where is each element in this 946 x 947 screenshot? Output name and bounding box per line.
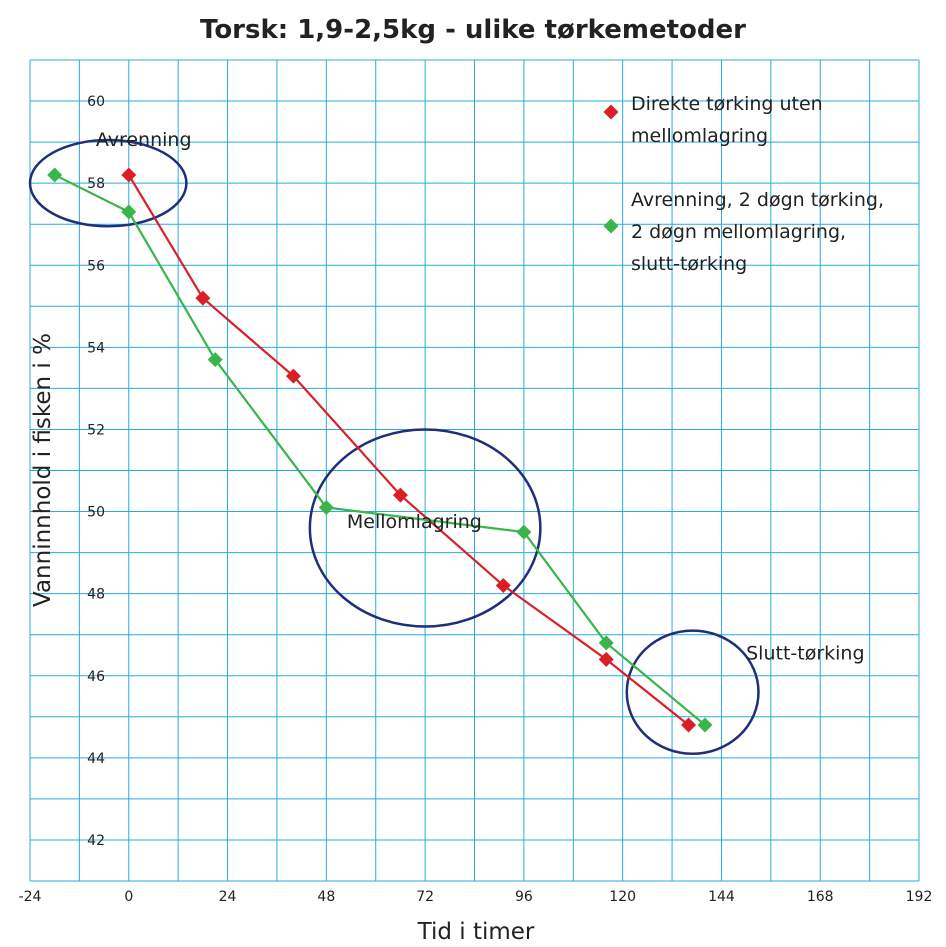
legend-label-2: Avrenning, 2 døgn tørking, 2 døgn melloml… — [631, 189, 884, 275]
annotations: Avrenning Mellomlagring Slutt-tørking — [96, 129, 865, 664]
x-tick-label: 120 — [609, 889, 636, 905]
series-points — [47, 167, 713, 733]
y-tick-label: 56 — [87, 258, 105, 274]
data-point-series-2 — [47, 167, 63, 183]
data-point-series-1 — [285, 368, 301, 384]
data-point-series-1 — [121, 167, 137, 183]
data-point-series-1 — [495, 577, 511, 593]
y-tick-label: 50 — [87, 505, 105, 521]
grid — [29, 59, 920, 882]
legend-label-line: Direkte tørking uten — [631, 93, 823, 115]
y-tick-label: 46 — [87, 669, 105, 685]
x-tick-label: -24 — [19, 889, 42, 905]
data-point-series-2 — [598, 635, 614, 651]
data-point-series-1 — [195, 290, 211, 306]
highlight-ellipses — [28, 138, 760, 755]
x-tick-label: 168 — [807, 889, 834, 905]
data-point-series-2 — [121, 204, 137, 220]
annotation-label: Mellomlagring — [347, 511, 482, 533]
data-point-series-2 — [318, 499, 334, 515]
y-tick-label: 42 — [87, 833, 105, 849]
legend-label-line: slutt-tørking — [631, 253, 747, 275]
legend: Direkte tørking uten mellomlagring Avrenni… — [603, 93, 884, 275]
x-tick-label: 72 — [416, 889, 434, 905]
chart-title: Torsk: 1,9-2,5kg - ulike tørkemetoder — [200, 15, 746, 45]
y-tick-labels: 42 44 46 48 50 52 54 56 58 60 — [87, 94, 105, 849]
legend-marker-2 — [603, 218, 619, 234]
x-tick-label: 0 — [124, 889, 133, 905]
y-tick-label: 60 — [87, 94, 105, 110]
data-point-series-2 — [516, 524, 532, 540]
x-axis-title: Tid i timer — [417, 919, 535, 945]
data-point-series-2 — [207, 352, 223, 368]
annotation-label: Slutt-tørking — [746, 642, 864, 664]
data-point-series-1 — [681, 717, 697, 733]
data-point-series-1 — [392, 487, 408, 503]
annotation-label: Avrenning — [96, 129, 192, 151]
legend-label-line: 2 døgn mellomlagring, — [631, 221, 846, 243]
legend-marker-1 — [603, 104, 619, 120]
x-tick-label: 192 — [906, 889, 933, 905]
x-tick-labels: -24 0 24 48 72 96 120 144 168 192 — [19, 889, 933, 905]
legend-label-line: Avrenning, 2 døgn tørking, — [631, 189, 884, 211]
x-tick-label: 144 — [708, 889, 735, 905]
x-tick-label: 48 — [317, 889, 335, 905]
y-tick-label: 58 — [87, 176, 105, 192]
x-tick-label: 96 — [515, 889, 533, 905]
data-point-series-2 — [697, 717, 713, 733]
highlight-ellipse — [625, 629, 760, 755]
x-tick-label: 24 — [219, 889, 237, 905]
highlight-ellipse — [308, 428, 542, 628]
y-tick-label: 54 — [87, 340, 105, 356]
legend-label-line: mellomlagring — [631, 125, 768, 147]
legend-label-1: Direkte tørking uten mellomlagring — [631, 93, 823, 147]
y-tick-label: 48 — [87, 587, 105, 603]
y-axis-title: Vanninnhold i fisken i % — [30, 333, 56, 607]
data-point-series-1 — [598, 651, 614, 667]
y-tick-label: 52 — [87, 422, 105, 438]
y-tick-label: 44 — [87, 751, 105, 767]
highlight-ellipse — [28, 138, 188, 228]
